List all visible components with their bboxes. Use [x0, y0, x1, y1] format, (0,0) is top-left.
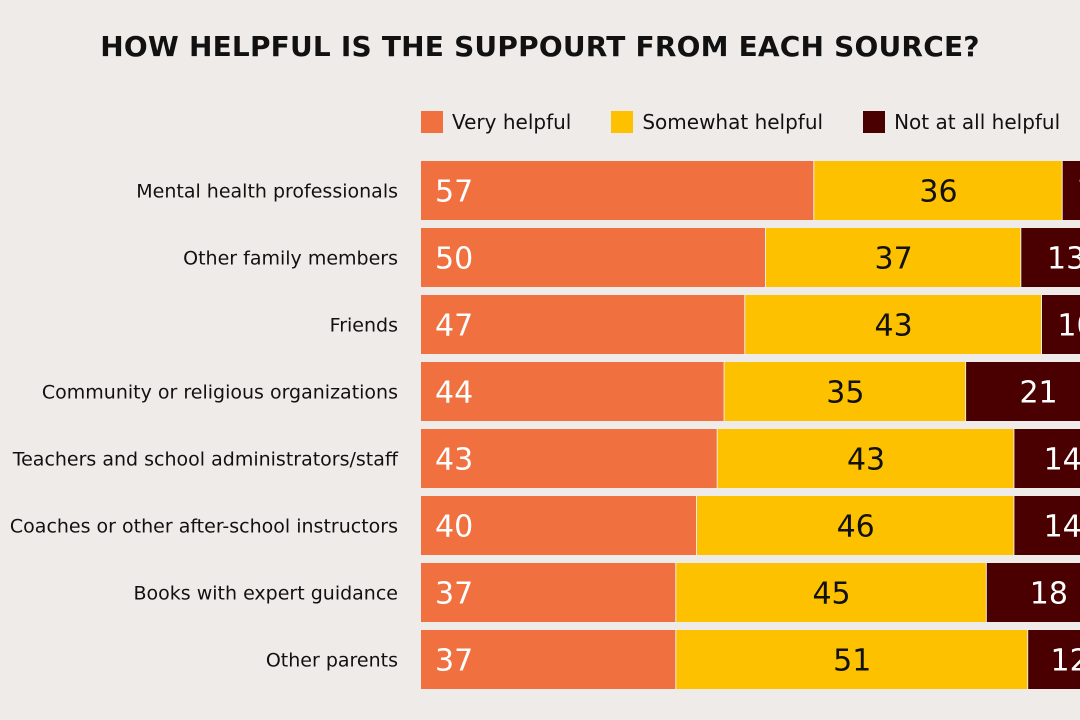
category-label: Teachers and school administrators/staff	[12, 449, 399, 471]
bar-segment-not-helpful	[1062, 161, 1080, 220]
data-label-somewhat-helpful: 46	[837, 510, 875, 545]
legend-item-somewhat-helpful: Somewhat helpful	[611, 110, 823, 134]
legend-label-somewhat-helpful: Somewhat helpful	[642, 110, 824, 134]
data-label-not-helpful: 13	[1047, 242, 1080, 277]
legend-item-very-helpful: Very helpful	[421, 110, 571, 134]
category-label: Other family members	[183, 248, 398, 270]
data-label-very-helpful: 57	[435, 175, 473, 210]
data-label-somewhat-helpful: 37	[875, 242, 913, 277]
data-label-not-helpful: 7	[1077, 175, 1080, 210]
data-label-somewhat-helpful: 36	[919, 175, 957, 210]
category-label: Coaches or other after-school instructor…	[10, 516, 398, 538]
category-label: Mental health professionals	[136, 181, 398, 203]
legend-swatch-very-helpful	[421, 111, 443, 133]
data-label-not-helpful: 12	[1051, 644, 1080, 679]
bar-segment-not-helpful	[1021, 228, 1080, 287]
data-label-somewhat-helpful: 43	[875, 309, 913, 344]
category-label: Friends	[330, 315, 398, 337]
data-label-very-helpful: 43	[435, 443, 473, 478]
chart-legend: Very helpful Somewhat helpful Not at all…	[421, 108, 1080, 136]
bar-segment-not-helpful	[986, 563, 1080, 622]
bar-segment-not-helpful	[1014, 496, 1080, 555]
data-label-very-helpful: 47	[435, 309, 473, 344]
legend-label-very-helpful: Very helpful	[452, 110, 572, 134]
bar-segment-very-helpful	[421, 295, 745, 354]
data-label-somewhat-helpful: 51	[833, 644, 871, 679]
bar-segment-somewhat-helpful	[724, 362, 966, 421]
bar-segment-very-helpful	[421, 228, 765, 287]
data-label-somewhat-helpful: 43	[847, 443, 885, 478]
bar-segment-somewhat-helpful	[697, 496, 1014, 555]
data-label-not-helpful: 18	[1030, 577, 1068, 612]
bar-segment-somewhat-helpful	[676, 630, 1028, 689]
legend-swatch-not-helpful	[863, 111, 886, 133]
data-label-very-helpful: 37	[435, 644, 473, 679]
bar-segment-somewhat-helpful	[766, 228, 1021, 287]
legend-swatch-somewhat-helpful	[611, 111, 634, 133]
bar-segment-very-helpful	[421, 563, 676, 622]
data-label-very-helpful: 50	[435, 242, 473, 277]
bar-segment-somewhat-helpful	[676, 563, 986, 622]
bar-segment-somewhat-helpful	[745, 295, 1041, 354]
bar-segment-very-helpful	[421, 496, 696, 555]
bar-segment-very-helpful	[421, 630, 676, 689]
data-label-not-helpful: 10	[1057, 309, 1080, 344]
bar-segment-very-helpful	[421, 429, 717, 488]
data-label-somewhat-helpful: 45	[812, 577, 850, 612]
legend-label-not-helpful: Not at all helpful	[894, 110, 1061, 134]
bar-segment-not-helpful	[1028, 630, 1080, 689]
bar-segment-somewhat-helpful	[717, 429, 1014, 488]
data-label-very-helpful: 44	[435, 376, 473, 411]
data-label-not-helpful: 14	[1044, 510, 1080, 545]
bar-segment-not-helpful	[966, 362, 1080, 421]
bar-segment-very-helpful	[421, 161, 814, 220]
data-label-very-helpful: 40	[435, 510, 473, 545]
category-label: Books with expert guidance	[134, 583, 399, 605]
bar-segment-not-helpful	[1014, 429, 1080, 488]
legend-item-not-helpful: Not at all helpful	[863, 110, 1060, 134]
bar-segment-not-helpful	[1042, 295, 1080, 354]
data-label-somewhat-helpful: 35	[826, 376, 864, 411]
category-label: Community or religious organizations	[42, 382, 398, 404]
chart-title: HOW HELPFUL IS THE SUPPOURT FROM EACH SO…	[100, 30, 980, 63]
category-label: Other parents	[266, 650, 398, 672]
data-label-very-helpful: 37	[435, 577, 473, 612]
bar-segment-somewhat-helpful	[814, 161, 1062, 220]
data-label-not-helpful: 14	[1044, 443, 1080, 478]
bar-segment-very-helpful	[421, 362, 724, 421]
data-label-not-helpful: 21	[1019, 376, 1057, 411]
